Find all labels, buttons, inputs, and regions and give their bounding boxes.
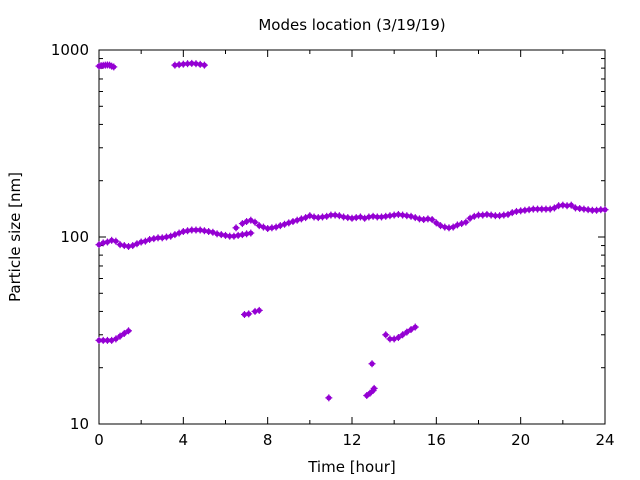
data-point bbox=[125, 327, 133, 335]
data-point bbox=[534, 205, 542, 213]
data-point bbox=[325, 394, 333, 402]
data-point bbox=[504, 210, 512, 218]
data-point bbox=[245, 310, 253, 318]
data-point bbox=[567, 201, 575, 209]
data-point bbox=[302, 214, 310, 222]
data-points bbox=[95, 59, 609, 402]
x-tick-label: 0 bbox=[94, 431, 104, 449]
data-point bbox=[462, 218, 470, 226]
data-point bbox=[550, 204, 558, 212]
data-point bbox=[120, 329, 128, 337]
x-tick-label: 12 bbox=[342, 431, 361, 449]
data-point bbox=[116, 332, 124, 340]
y-tick-label: 100 bbox=[60, 228, 89, 246]
x-tick-label: 4 bbox=[179, 431, 189, 449]
data-point bbox=[368, 360, 376, 368]
data-point bbox=[382, 212, 390, 220]
data-point bbox=[370, 384, 378, 392]
chart-title: Modes location (3/19/19) bbox=[258, 16, 445, 34]
y-axis-label: Particle size [nm] bbox=[6, 172, 24, 302]
data-point bbox=[112, 335, 120, 343]
data-point bbox=[386, 335, 394, 343]
data-point bbox=[217, 231, 225, 239]
data-point bbox=[588, 206, 596, 214]
data-point bbox=[555, 202, 563, 210]
data-point bbox=[601, 206, 609, 214]
data-point bbox=[200, 61, 208, 69]
y-tick-label: 1000 bbox=[51, 41, 89, 59]
x-tick-label: 20 bbox=[511, 431, 530, 449]
data-point bbox=[238, 220, 246, 228]
data-point bbox=[369, 212, 377, 220]
data-point bbox=[432, 219, 440, 227]
y-tick-label: 10 bbox=[70, 415, 89, 433]
x-tick-label: 24 bbox=[595, 431, 614, 449]
data-point bbox=[399, 331, 407, 339]
data-point bbox=[411, 323, 419, 331]
data-point bbox=[251, 218, 259, 226]
data-point bbox=[407, 326, 415, 334]
data-point bbox=[103, 336, 111, 344]
data-point bbox=[466, 214, 474, 222]
data-point bbox=[538, 205, 546, 213]
data-point bbox=[491, 212, 499, 220]
x-tick-label: 16 bbox=[427, 431, 446, 449]
x-axis-label: Time [hour] bbox=[307, 458, 396, 476]
data-point bbox=[403, 328, 411, 336]
data-point bbox=[428, 216, 436, 224]
data-point bbox=[382, 331, 390, 339]
y-axis: 10 100 1000 bbox=[51, 41, 605, 433]
data-point bbox=[99, 336, 107, 344]
x-axis: 0 4 8 12 16 20 24 bbox=[94, 50, 615, 449]
data-point bbox=[475, 211, 482, 219]
data-point bbox=[449, 223, 457, 231]
data-point bbox=[110, 63, 118, 71]
data-point bbox=[247, 216, 255, 224]
data-point bbox=[112, 237, 120, 245]
data-point bbox=[255, 306, 263, 314]
x-tick-label: 8 bbox=[263, 431, 273, 449]
data-point bbox=[232, 224, 240, 232]
data-point bbox=[394, 334, 402, 342]
data-point bbox=[247, 229, 255, 237]
data-point bbox=[331, 211, 339, 219]
